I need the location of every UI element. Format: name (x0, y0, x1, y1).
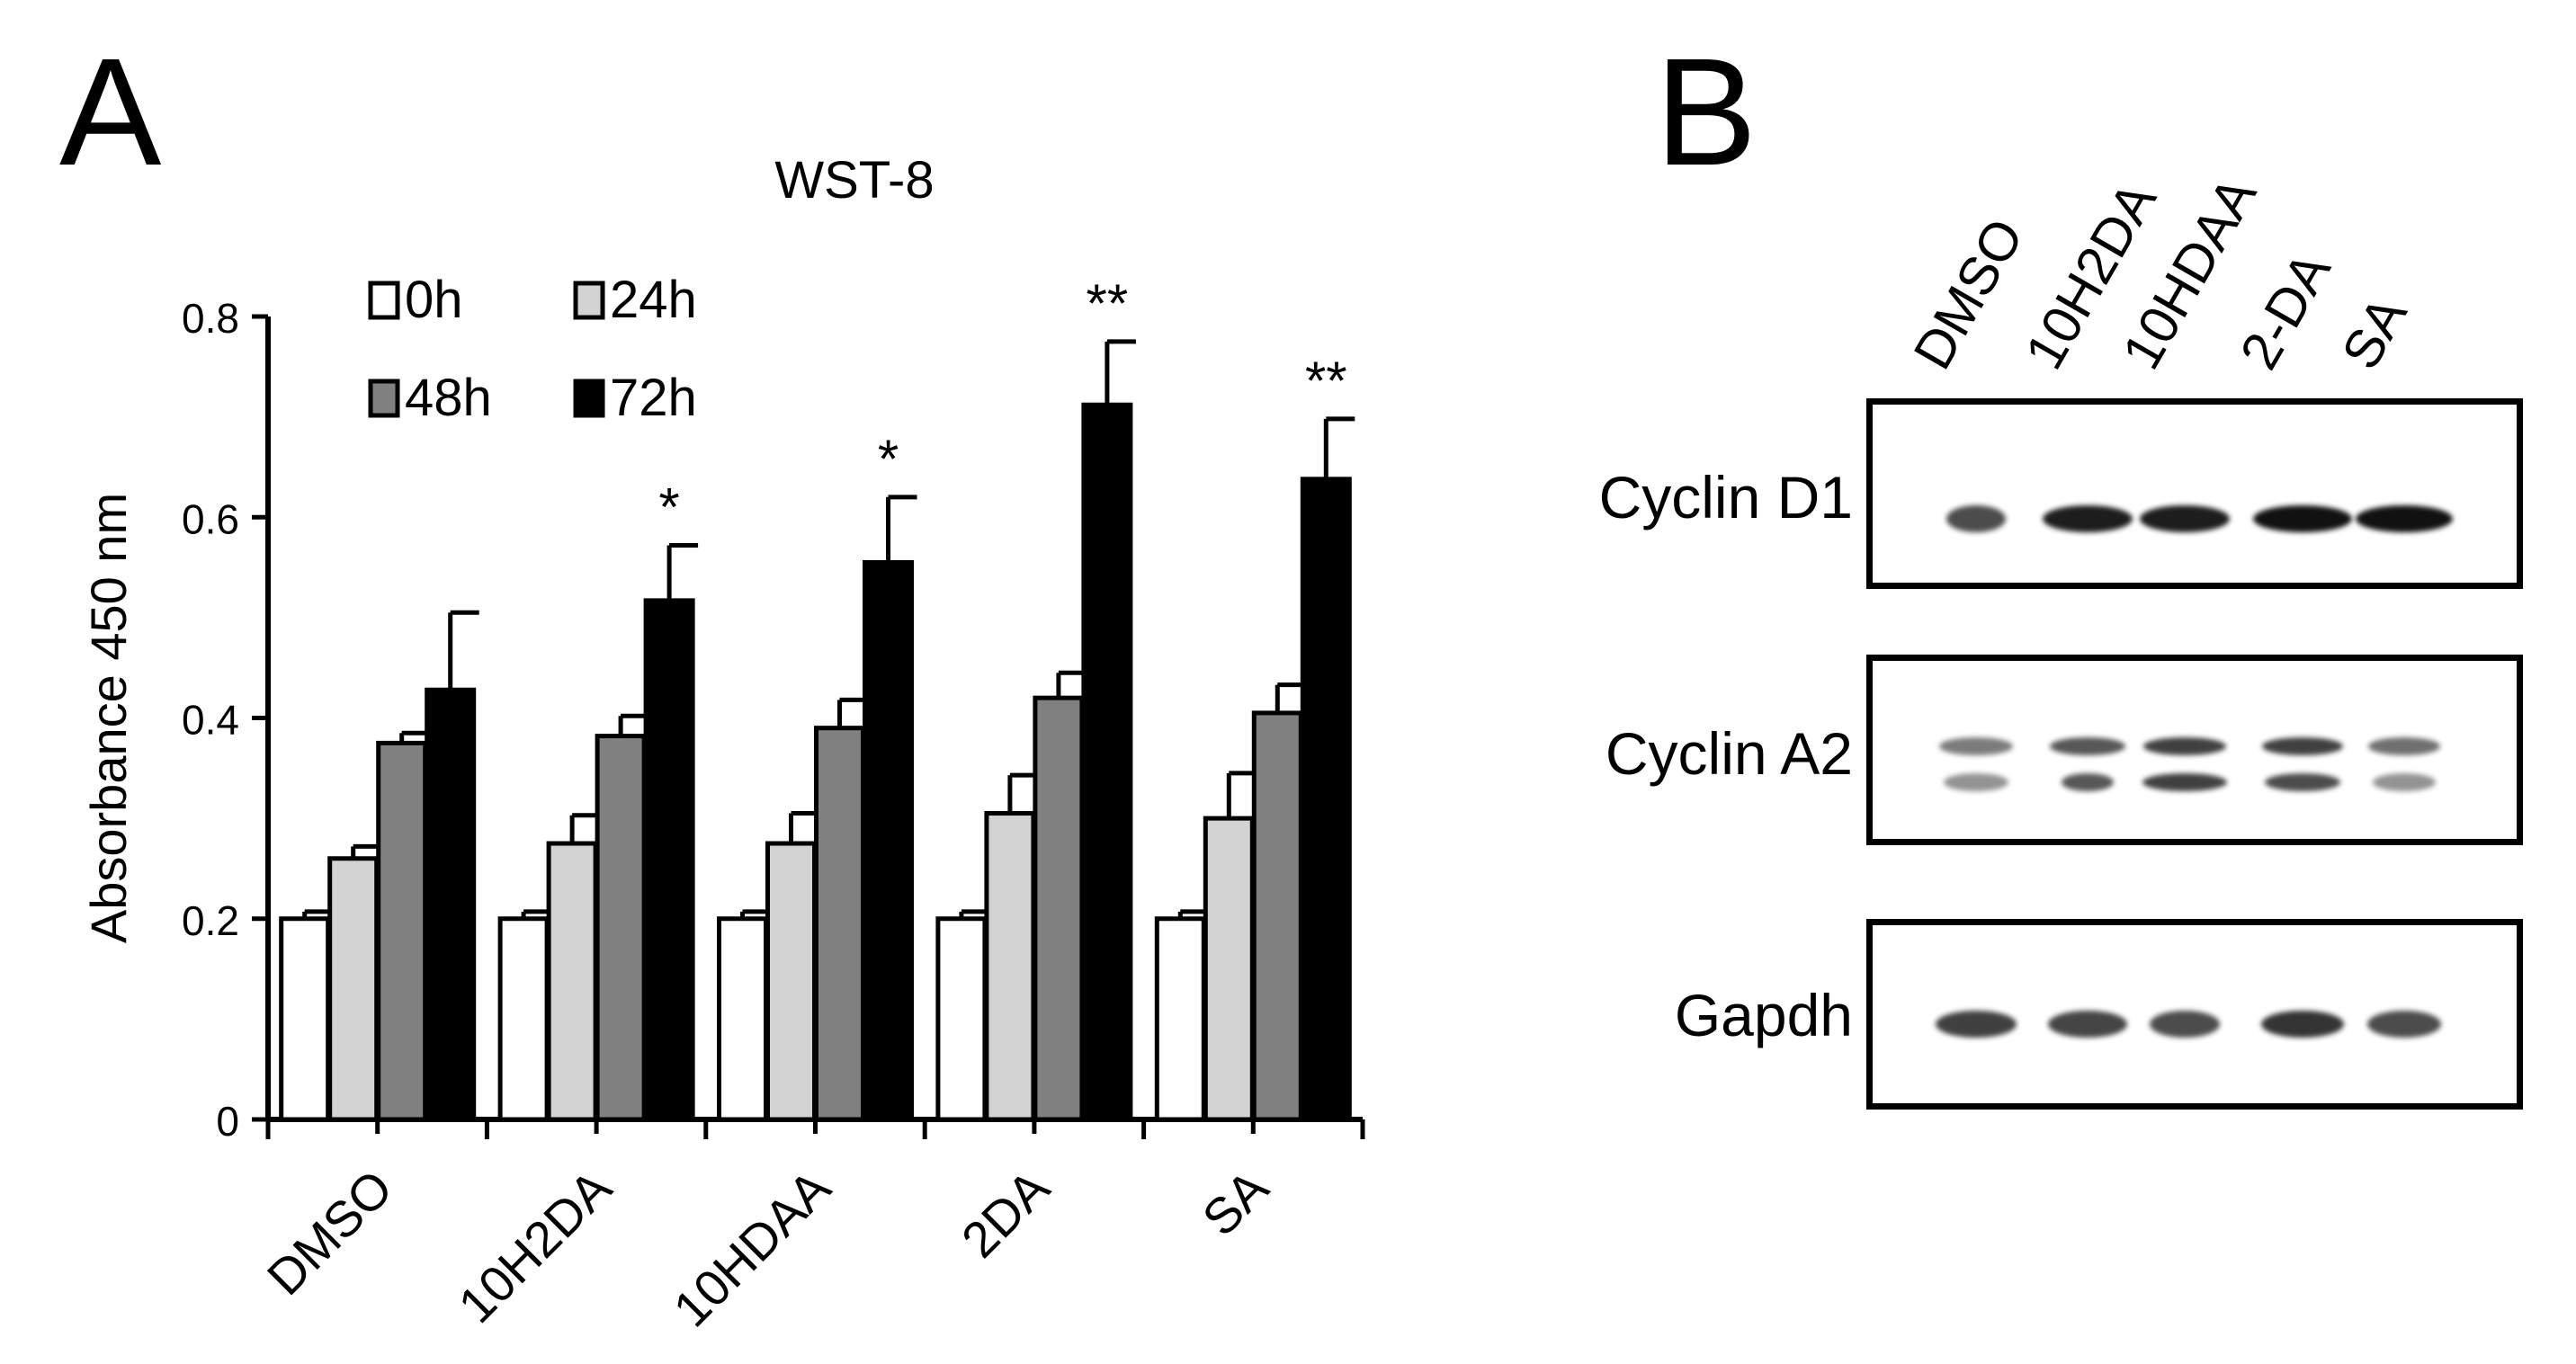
bar-48h-2DA (1033, 695, 1085, 1122)
y-tick-label: 0.6 (182, 495, 239, 542)
y-tick-label: 0.4 (182, 697, 239, 744)
blot-band (2150, 1011, 2220, 1038)
protein-label: Cyclin D1 (1598, 464, 1853, 530)
blot-band (2043, 505, 2133, 532)
bar-24h-2DA (984, 811, 1036, 1122)
chart-title: WST-8 (774, 151, 934, 210)
blot-band (2261, 1011, 2344, 1038)
blot-membrane (1866, 919, 2523, 1110)
x-category-label: 10HDAA (662, 1158, 841, 1337)
blot-band (1939, 737, 2013, 755)
x-category-label: SA (1191, 1158, 1279, 1246)
bar-0h-2DA (935, 916, 988, 1122)
y-tick-label: 0.2 (182, 897, 239, 944)
blot-membrane (1866, 655, 2523, 845)
bar-72h-10HDAA (863, 559, 914, 1122)
legend-label-48h: 48h (405, 369, 492, 427)
bar-24h-10HDAA (765, 841, 817, 1122)
blot-band (2367, 1011, 2441, 1038)
bar-48h-DMSO (376, 740, 428, 1122)
lane-label: SA (2330, 286, 2419, 379)
protein-label: Cyclin A2 (1605, 720, 1853, 787)
legend-label-72h: 72h (610, 369, 697, 427)
protein-label: Gapdh (1674, 982, 1853, 1048)
y-tick-label: 0 (216, 1098, 239, 1145)
x-category-label: 10H2DA (447, 1158, 622, 1333)
blot-band (1936, 1011, 2017, 1038)
blot-band (2368, 737, 2440, 755)
panel-b-letter: B (1655, 27, 1758, 198)
bar-24h-10H2DA (546, 841, 598, 1122)
bar-72h-DMSO (425, 687, 477, 1122)
blot-band (2142, 773, 2227, 791)
significance-marker: ** (1305, 351, 1347, 411)
bar-0h-10HDAA (717, 916, 768, 1122)
y-tick-label: 0.8 (182, 295, 239, 342)
legend-swatch-24h (573, 281, 605, 320)
blot-band (2265, 773, 2340, 791)
lane-label: 2-DA (2228, 242, 2342, 379)
bar-24h-DMSO (327, 856, 380, 1122)
blot-band (2373, 773, 2436, 791)
legend-swatch-48h (368, 379, 400, 418)
bar-0h-10H2DA (497, 916, 550, 1122)
blot-band (2143, 737, 2226, 755)
bar-48h-SA (1251, 710, 1303, 1122)
bar-0h-SA (1154, 916, 1206, 1122)
bar-48h-10HDAA (814, 726, 865, 1122)
bar-chart: WST-8 0 0.2 0.4 0.6 0.8 Absorbance 450 nm DMSO *… (80, 151, 1365, 1338)
significance-marker: * (658, 477, 679, 538)
blot-band (2140, 505, 2230, 532)
blot-membrane (1866, 398, 2523, 589)
y-axis-label: Absorbance 450 nm (80, 493, 137, 943)
bar-72h-2DA (1081, 402, 1133, 1122)
blot-band (2356, 505, 2453, 532)
significance-marker: ** (1087, 273, 1129, 334)
bar-24h-SA (1203, 816, 1255, 1122)
significance-marker: * (878, 429, 899, 489)
blot-band (1946, 505, 2006, 532)
bar-48h-10H2DA (595, 734, 647, 1122)
bar-72h-10H2DA (643, 598, 695, 1122)
blot-band (1944, 773, 2008, 791)
x-category-label: 2DA (951, 1158, 1060, 1268)
legend-swatch-72h (573, 379, 605, 418)
blot-band (2253, 505, 2352, 532)
blot-band (2050, 737, 2125, 755)
blot-band (2048, 1011, 2127, 1038)
bar-0h-DMSO (279, 916, 331, 1122)
panel-a-letter: A (59, 27, 162, 198)
x-category-label: DMSO (256, 1159, 403, 1306)
legend-swatch-0h (368, 281, 400, 320)
legend-label-24h: 24h (610, 271, 697, 329)
blot-band (2062, 773, 2114, 791)
blot-band (2262, 737, 2343, 755)
lane-label: DMSO (1901, 209, 2035, 379)
bar-72h-SA (1300, 477, 1352, 1122)
legend-label-0h: 0h (405, 271, 463, 329)
